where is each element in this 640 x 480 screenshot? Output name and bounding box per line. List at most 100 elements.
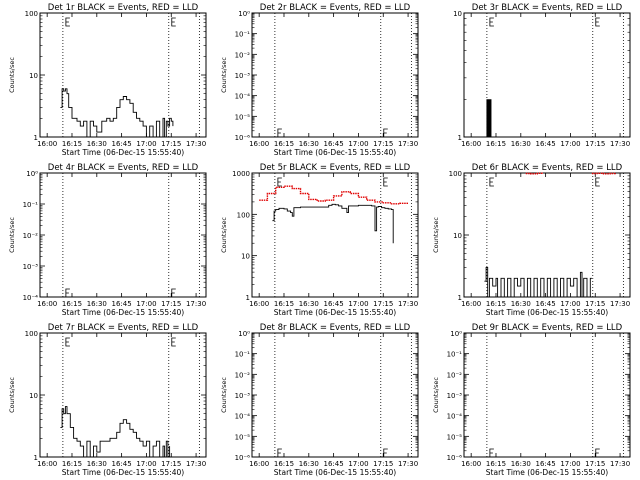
y-tick-label: 1 [34,454,38,462]
panel-title: Det 3r BLACK = Events, RED = LLD [472,3,623,13]
y-tick-label: 10⁻³ [235,392,251,400]
y-tick-label: 10⁻² [447,371,463,379]
x-tick-label: 16:30 [511,300,531,308]
plot-frame [251,332,419,458]
y-tick-label: 10⁻² [235,51,251,59]
y-axis-label: Counts/sec [220,57,228,93]
y-tick-label: 10⁻⁶ [235,134,251,142]
panel-det2r: Det 2r BLACK = Events, RED = LLD 16:00 16:… [220,3,419,157]
x-tick-label: 16:15 [486,140,506,148]
x-tick-label: 16:00 [249,300,269,308]
x-tick-label: 17:00 [560,460,580,468]
x-tick-label: 16:15 [274,140,294,148]
x-tick-label: 17:15 [373,460,393,468]
x-tick-label: 17:30 [398,460,418,468]
x-tick-label: 16:45 [536,300,556,308]
x-tick-label: 16:45 [112,140,132,148]
x-axis-label: Start Time (06-Dec-15 15:55:40) [62,148,184,157]
interval-marker [65,17,70,27]
y-tick-label: 10⁻⁵ [235,433,251,441]
y-tick-label: 10 [453,10,462,18]
x-tick-label: 16:30 [87,460,107,468]
x-tick-label: 17:00 [348,300,368,308]
x-tick-label: 17:00 [560,300,580,308]
series-lld-0 [525,172,543,175]
panel-title: Det 1r BLACK = Events, RED = LLD [48,3,199,13]
interval-marker [489,448,494,458]
y-tick-label: 10⁻² [23,232,39,240]
plot-frame [251,172,419,298]
interval-marker [383,448,388,458]
x-tick-label: 16:30 [299,140,319,148]
y-tick-label: 10 [453,232,462,240]
x-tick-label: 17:30 [610,460,630,468]
panel-title: Det 6r BLACK = Events, RED = LLD [472,163,623,173]
x-axis-label: Start Time (06-Dec-15 15:55:40) [62,308,184,317]
x-tick-label: 16:30 [299,460,319,468]
x-tick-label: 17:00 [560,140,580,148]
x-tick-label: 16:00 [461,460,481,468]
x-tick-label: 16:15 [62,300,82,308]
y-tick-label: 10⁻⁴ [23,294,39,302]
interval-marker [171,288,176,298]
y-tick-label: 100 [237,211,250,219]
series-events-2 [484,266,592,298]
x-tick-label: 17:00 [136,140,156,148]
interval-marker [171,337,176,347]
y-tick-label: 10⁻¹ [235,351,251,359]
x-tick-label: 17:15 [585,460,605,468]
series-events-0 [60,88,174,138]
x-tick-label: 17:15 [373,140,393,148]
y-axis-label: Counts/sec [432,377,440,413]
y-tick-label: 1000 [232,170,250,178]
x-tick-label: 17:00 [136,300,156,308]
x-tick-label: 17:30 [186,300,206,308]
x-tick-label: 16:45 [324,460,344,468]
x-tick-label: 16:30 [511,140,531,148]
y-tick-label: 10⁻⁶ [235,454,251,462]
y-tick-label: 10⁻⁴ [235,413,251,421]
x-tick-label: 17:30 [610,300,630,308]
interval-marker [595,448,600,458]
plot-frame [251,12,419,138]
interval-marker [277,177,282,187]
x-tick-label: 16:15 [62,460,82,468]
x-tick-label: 16:15 [486,460,506,468]
x-axis-label: Start Time (06-Dec-15 15:55:40) [274,148,396,157]
x-axis-label: Start Time (06-Dec-15 15:55:40) [486,468,608,477]
y-tick-label: 10 [241,253,250,261]
y-tick-label: 10⁻¹ [23,201,39,209]
y-axis-label: Counts/sec [220,217,228,253]
x-axis-label: Start Time (06-Dec-15 15:55:40) [486,308,608,317]
y-tick-label: 100 [449,170,462,178]
panel-det8r: Det 8r BLACK = Events, RED = LLD 16:00 16:… [220,323,419,477]
y-tick-label: 10⁻¹ [447,351,463,359]
series-events-1 [272,203,394,244]
y-tick-label: 10⁻⁵ [235,113,251,121]
panel-title: Det 5r BLACK = Events, RED = LLD [260,163,411,173]
x-tick-label: 16:30 [87,140,107,148]
series-lld-0 [259,185,409,205]
y-axis-label: Counts/sec [8,377,16,413]
panel-title: Det 7r BLACK = Events, RED = LLD [48,323,199,333]
x-tick-label: 17:30 [186,460,206,468]
y-tick-label: 10⁰ [26,170,38,178]
x-tick-label: 16:00 [37,460,57,468]
x-tick-label: 16:45 [536,140,556,148]
x-tick-label: 16:45 [112,300,132,308]
x-axis-label: Start Time (06-Dec-15 15:55:40) [274,308,396,317]
x-tick-label: 17:00 [348,140,368,148]
x-tick-label: 17:15 [161,460,181,468]
x-tick-label: 16:00 [249,140,269,148]
series-events-0 [486,99,492,138]
panel-det1r: Det 1r BLACK = Events, RED = LLD 16:00 16:… [8,3,207,157]
plot-frame [463,332,631,458]
x-tick-label: 16:00 [249,460,269,468]
interval-marker [489,17,494,27]
y-axis-label: Counts/sec [8,217,16,253]
y-tick-label: 1 [458,134,462,142]
y-tick-label: 10 [29,72,38,80]
x-tick-label: 16:15 [486,300,506,308]
y-tick-label: 10⁻⁴ [447,413,463,421]
